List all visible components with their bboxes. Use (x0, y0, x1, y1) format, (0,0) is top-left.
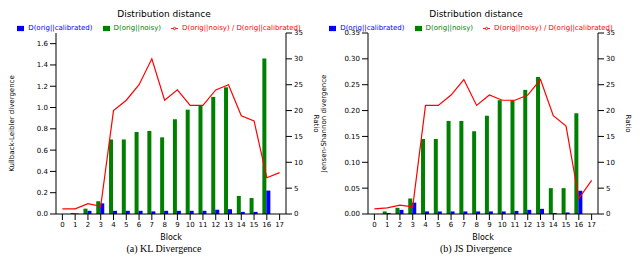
svg-text:0: 0 (372, 221, 376, 229)
svg-text:7: 7 (462, 221, 466, 229)
svg-text:5: 5 (124, 221, 128, 229)
svg-text:0: 0 (294, 210, 298, 218)
svg-text:13: 13 (224, 221, 233, 229)
svg-text:0.2: 0.2 (37, 189, 48, 197)
svg-text:9: 9 (175, 221, 179, 229)
svg-text:25: 25 (294, 81, 303, 89)
svg-text:4: 4 (423, 221, 428, 229)
svg-text:0: 0 (60, 221, 64, 229)
svg-text:12: 12 (211, 221, 220, 229)
svg-text:35: 35 (294, 29, 303, 37)
svg-text:13: 13 (536, 221, 545, 229)
svg-text:20: 20 (606, 107, 615, 115)
svg-text:Block: Block (472, 233, 494, 242)
svg-text:30: 30 (294, 55, 303, 63)
svg-text:1: 1 (385, 221, 389, 229)
svg-text:8: 8 (474, 221, 478, 229)
svg-text:11: 11 (510, 221, 519, 229)
svg-text:15: 15 (606, 133, 615, 141)
svg-text:10: 10 (606, 159, 615, 167)
svg-text:Ratio: Ratio (624, 115, 632, 133)
svg-text:2: 2 (86, 221, 90, 229)
svg-text:4: 4 (111, 221, 116, 229)
svg-text:14: 14 (237, 221, 246, 229)
svg-text:10: 10 (294, 159, 303, 167)
svg-text:8: 8 (162, 221, 166, 229)
svg-text:0.0: 0.0 (37, 210, 48, 218)
svg-text:6: 6 (137, 221, 142, 229)
svg-text:17: 17 (587, 221, 596, 229)
svg-text:3: 3 (98, 221, 102, 229)
svg-text:17: 17 (275, 221, 284, 229)
svg-text:12: 12 (523, 221, 532, 229)
svg-text:5: 5 (294, 185, 298, 193)
svg-text:30: 30 (606, 55, 615, 63)
svg-text:15: 15 (250, 221, 259, 229)
svg-text:Ratio: Ratio (312, 115, 320, 133)
svg-text:16: 16 (574, 221, 583, 229)
svg-text:1.4: 1.4 (37, 61, 49, 69)
svg-text:15: 15 (294, 133, 303, 141)
svg-text:0.30: 0.30 (344, 55, 360, 63)
svg-text:0.15: 0.15 (344, 133, 360, 141)
svg-text:11: 11 (198, 221, 207, 229)
svg-text:2: 2 (398, 221, 402, 229)
svg-text:25: 25 (606, 81, 615, 89)
svg-text:Jensen-Shannon divergence: Jensen-Shannon divergence (320, 75, 328, 174)
svg-text:0.25: 0.25 (344, 81, 360, 89)
svg-text:14: 14 (549, 221, 558, 229)
svg-text:0.4: 0.4 (37, 168, 49, 176)
svg-text:10: 10 (498, 221, 507, 229)
svg-text:3: 3 (410, 221, 414, 229)
svg-text:0.05: 0.05 (344, 185, 360, 193)
svg-text:20: 20 (294, 107, 303, 115)
svg-text:6: 6 (449, 221, 454, 229)
svg-text:7: 7 (150, 221, 154, 229)
svg-text:Kullback-Leibler divergence: Kullback-Leibler divergence (8, 75, 16, 172)
svg-text:9: 9 (487, 221, 491, 229)
svg-text:0.00: 0.00 (344, 210, 360, 218)
svg-text:0.10: 0.10 (344, 159, 360, 167)
svg-text:0.8: 0.8 (37, 125, 48, 133)
svg-text:1.2: 1.2 (37, 83, 48, 91)
svg-text:35: 35 (606, 29, 615, 37)
svg-text:0: 0 (606, 210, 610, 218)
svg-text:0.35: 0.35 (344, 29, 360, 37)
svg-text:10: 10 (186, 221, 195, 229)
svg-text:15: 15 (562, 221, 571, 229)
svg-text:16: 16 (262, 221, 271, 229)
svg-text:1.0: 1.0 (37, 104, 48, 112)
svg-text:0.6: 0.6 (37, 147, 49, 155)
svg-text:1: 1 (73, 221, 77, 229)
svg-text:Block: Block (160, 233, 182, 242)
svg-text:5: 5 (436, 221, 440, 229)
svg-text:1.6: 1.6 (37, 40, 49, 48)
svg-text:0.20: 0.20 (344, 107, 360, 115)
svg-text:5: 5 (606, 185, 610, 193)
